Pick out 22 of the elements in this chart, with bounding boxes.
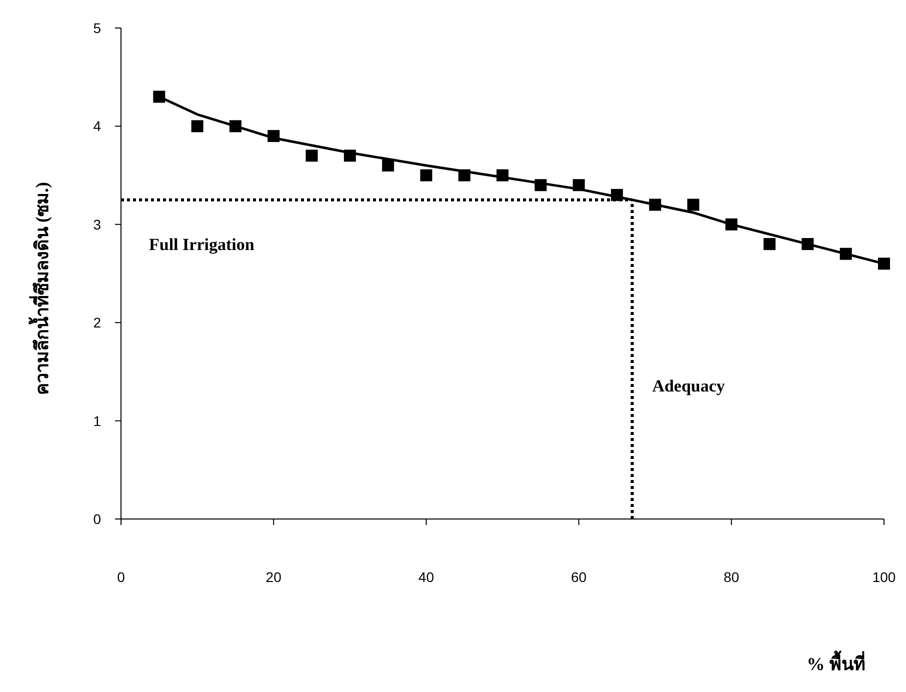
y-tick-label: 5 bbox=[93, 20, 102, 36]
point bbox=[764, 238, 776, 250]
point bbox=[420, 169, 432, 182]
y-tick-label: 4 bbox=[93, 118, 102, 134]
x-tick-label: 80 bbox=[724, 569, 740, 585]
x-tick-label: 60 bbox=[571, 569, 587, 585]
point bbox=[687, 198, 700, 211]
point bbox=[191, 120, 204, 132]
x-axis-title: % พื้นที่ bbox=[806, 650, 866, 674]
y-tick-label: 0 bbox=[93, 511, 102, 527]
y-tick-label: 1 bbox=[93, 412, 102, 429]
y-tick-label: 2 bbox=[93, 314, 102, 331]
x-tick-label: 100 bbox=[872, 569, 896, 585]
point bbox=[306, 150, 318, 162]
y-axis-title: ความลึกน้ำที่ซึมลงดิน (ซม.) bbox=[28, 182, 52, 395]
ref-line-label: Full Irrigation bbox=[149, 234, 255, 254]
x-tick-label: 20 bbox=[266, 569, 282, 585]
y-tick-label: 3 bbox=[93, 216, 102, 232]
x-tick-label: 40 bbox=[418, 569, 434, 585]
point bbox=[382, 159, 394, 172]
x-tick-label: 0 bbox=[117, 569, 126, 585]
ref-line-label: Adequacy bbox=[652, 376, 726, 396]
